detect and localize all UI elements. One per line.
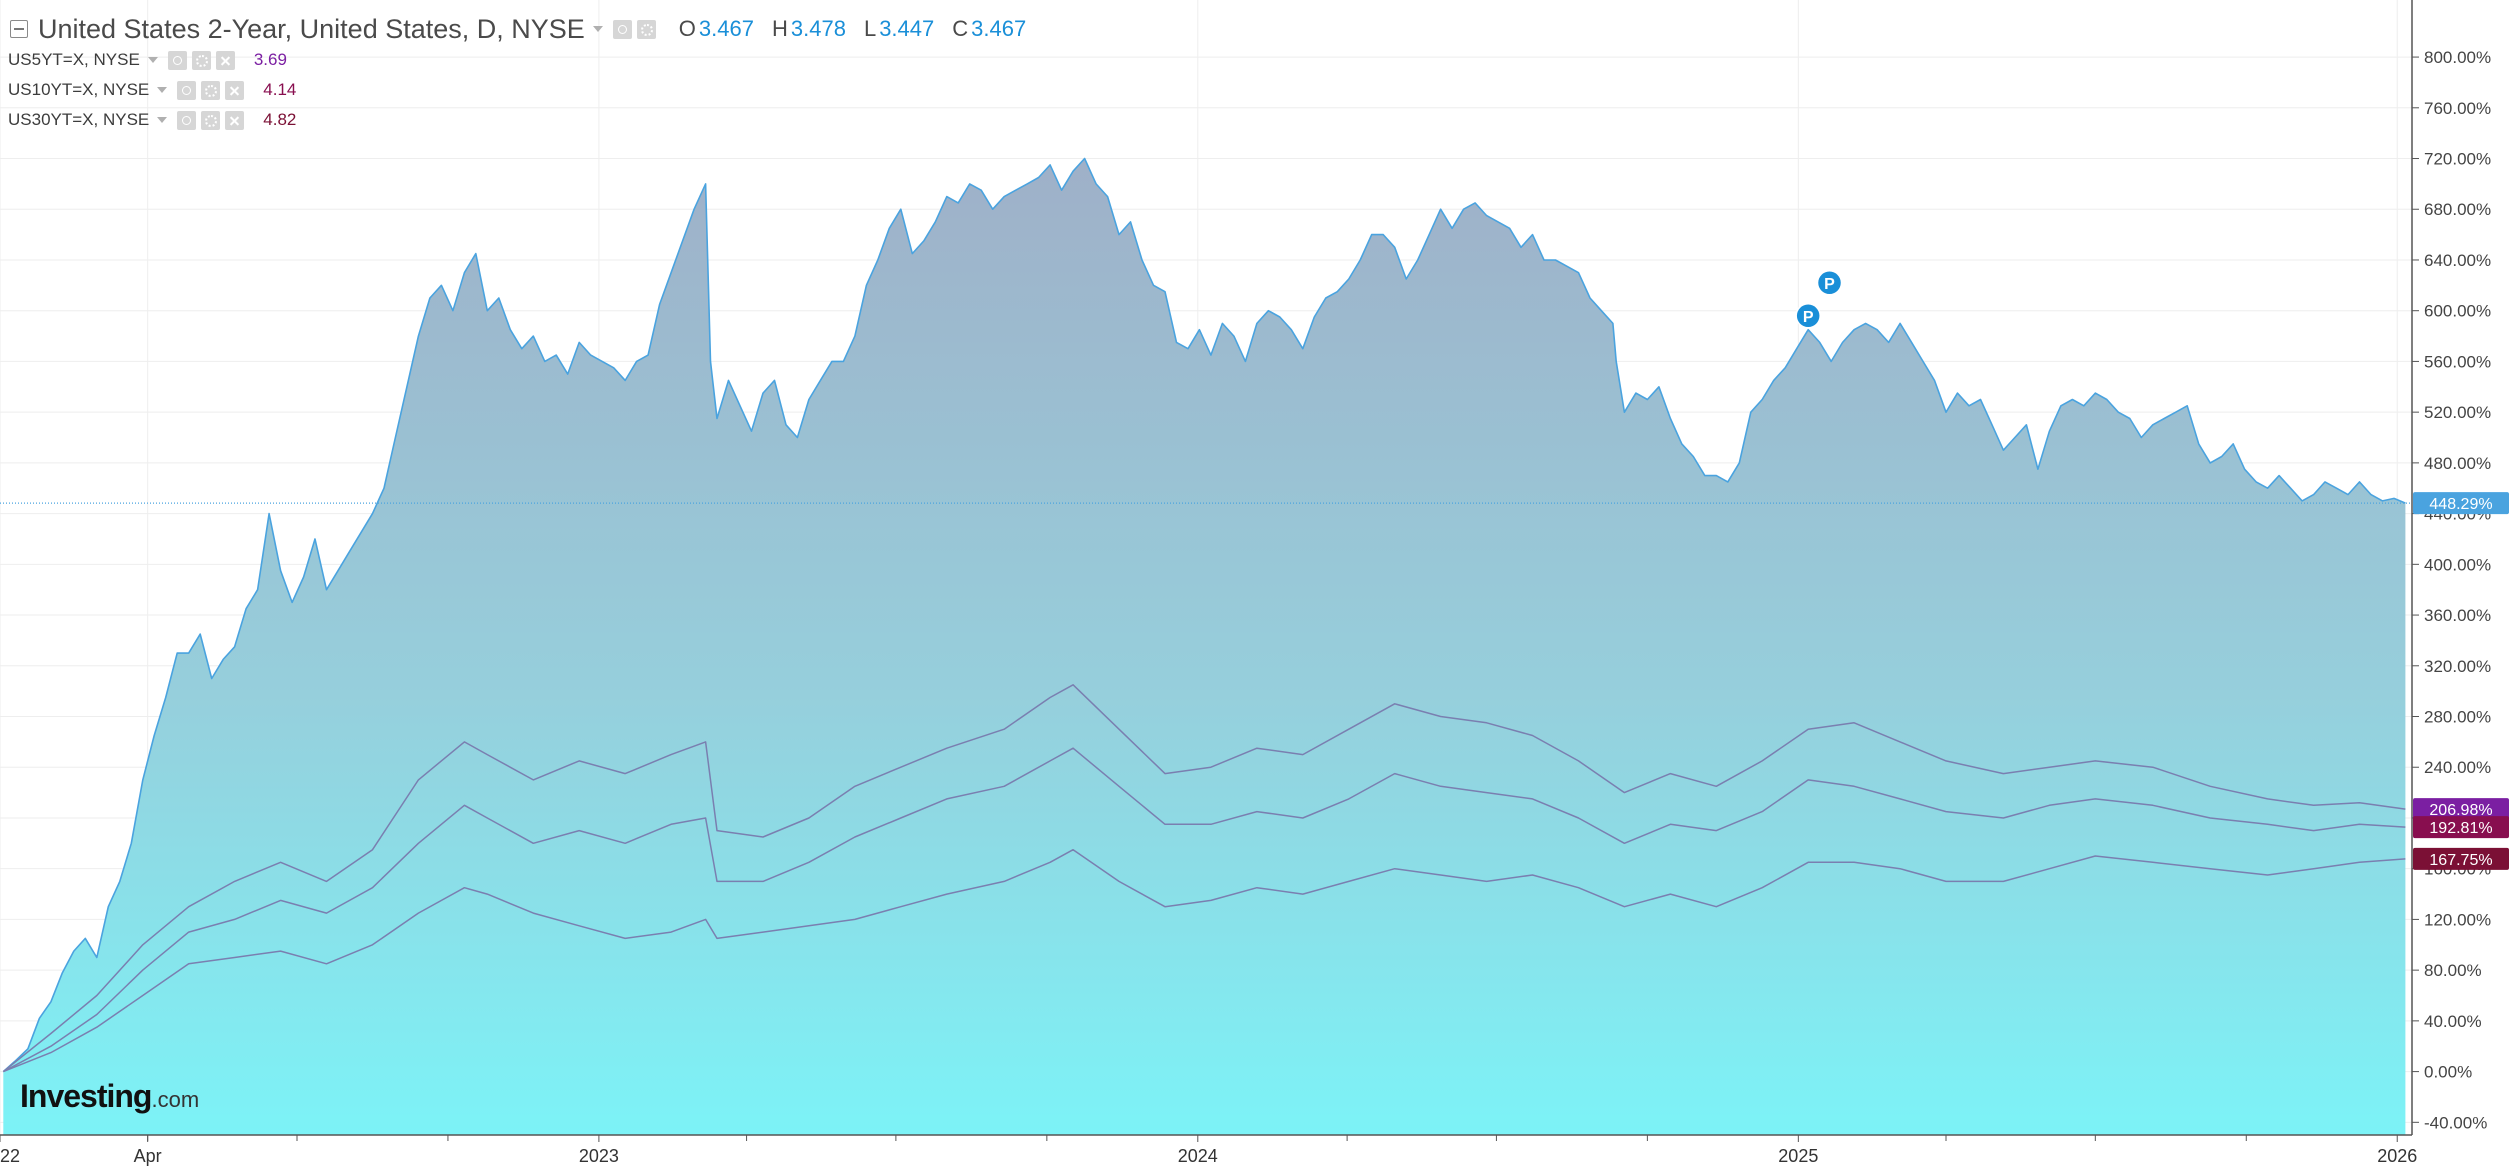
chevron-down-icon[interactable] [157,117,168,123]
y-tick-label: 80.00% [2424,961,2482,980]
eye-icon[interactable] [177,110,197,130]
y-tick-label: 560.00% [2424,352,2491,371]
overlay-series-line-3 [3,848,2406,1073]
annotation-marker [1816,270,1843,296]
annotation-label: P [1803,309,1814,326]
x-tick-label: 2026 [2377,1146,2417,1166]
y-tick-label: 680.00% [2424,200,2491,219]
y-tick-label: 640.00% [2424,251,2491,270]
overlay-legend-us5yt: US5YT=X, NYSE 3.69 [8,46,287,74]
low-label: L [863,16,877,41]
y-tick-label: 0.00% [2424,1063,2472,1082]
close-icon[interactable] [225,110,245,130]
eye-icon[interactable] [177,80,197,100]
overlay-name[interactable]: US30YT=X, NYSE [8,110,150,129]
area-layer [3,158,2406,1135]
last-value-tag [2413,492,2509,515]
overlay-name[interactable]: US5YT=X, NYSE [8,50,140,69]
overlay-legend-us10yt: US10YT=X, NYSE 4.14 [8,76,296,104]
overlay-value: 4.14 [263,80,297,99]
high-value: 3.478 [790,16,846,41]
x-tick-label: Apr [134,1146,162,1166]
overlay-series-line-1 [2,684,2406,1073]
y-tick-label: 320.00% [2424,657,2491,676]
main-series-title[interactable]: United States 2-Year, United States, D, … [38,13,585,44]
chevron-down-icon[interactable] [147,57,158,63]
open-label: O [678,16,696,41]
main-series-area [3,158,2406,1135]
overlay-series-line-2 [2,747,2406,1073]
y-tick-label: 760.00% [2424,99,2491,118]
last-value-tag [2413,798,2509,821]
y-tick-label: 240.00% [2424,758,2491,777]
eye-icon[interactable] [612,19,632,39]
last-value-tag [2413,847,2509,870]
chevron-down-icon[interactable] [592,26,603,32]
y-tick-label: 480.00% [2424,454,2491,473]
close-icon[interactable] [225,80,245,100]
logo-suffix: .com [151,1087,200,1112]
close-value: 3.467 [971,16,1027,41]
close-label: C [952,16,969,41]
gear-icon[interactable] [201,80,221,100]
y-tick-label: 40.00% [2424,1012,2482,1031]
open-value: 3.467 [698,16,754,41]
x-tick-label: 2022 [0,1146,20,1166]
x-tick-label: 2024 [1178,1146,1218,1166]
chevron-down-icon[interactable] [157,87,168,93]
low-value: 3.447 [879,16,935,41]
annotation-marker [1795,303,1821,329]
series-layer [0,157,2412,1073]
last-value-label: 206.98% [2429,802,2492,819]
y-tick-label: 120.00% [2424,910,2491,929]
y-tick-label: 360.00% [2424,606,2491,625]
last-value-label: 448.29% [2429,496,2492,513]
overlay-legend-us30yt: US30YT=X, NYSE 4.82 [8,106,296,134]
last-value-tag [2413,816,2509,839]
investing-logo: Investing.com [20,1078,199,1115]
collapse-legend-button[interactable] [10,20,28,38]
gear-icon[interactable] [201,110,221,130]
y-tick-label: -40.00% [2424,1113,2487,1132]
main-series-line [2,157,2406,1073]
last-value-label: 167.75% [2429,852,2492,869]
eye-icon[interactable] [167,50,187,70]
last-value-label: 192.81% [2429,820,2492,837]
gear-icon[interactable] [636,19,656,39]
x-tick-label: 2025 [1778,1146,1818,1166]
y-tick-label: 520.00% [2424,403,2491,422]
overlay-value: 4.82 [263,110,297,129]
overlay-value: 3.69 [253,50,287,69]
annotation-label: P [1824,276,1835,293]
close-icon[interactable] [215,50,235,70]
y-tick-label: 720.00% [2424,150,2491,169]
main-series-legend: United States 2-Year, United States, D, … [10,12,1026,46]
y-tick-label: 800.00% [2424,48,2491,67]
logo-text: Investing [20,1078,152,1114]
overlay-name[interactable]: US10YT=X, NYSE [8,80,150,99]
y-tick-label: 400.00% [2424,555,2491,574]
y-tick-label: 600.00% [2424,302,2491,321]
x-tick-label: 2023 [579,1146,619,1166]
gear-icon[interactable] [191,50,211,70]
y-tick-label: 280.00% [2424,708,2491,727]
high-label: H [771,16,788,41]
label-layer: 448.29% 206.98%192.81% 167.75% PP [1795,270,2509,870]
